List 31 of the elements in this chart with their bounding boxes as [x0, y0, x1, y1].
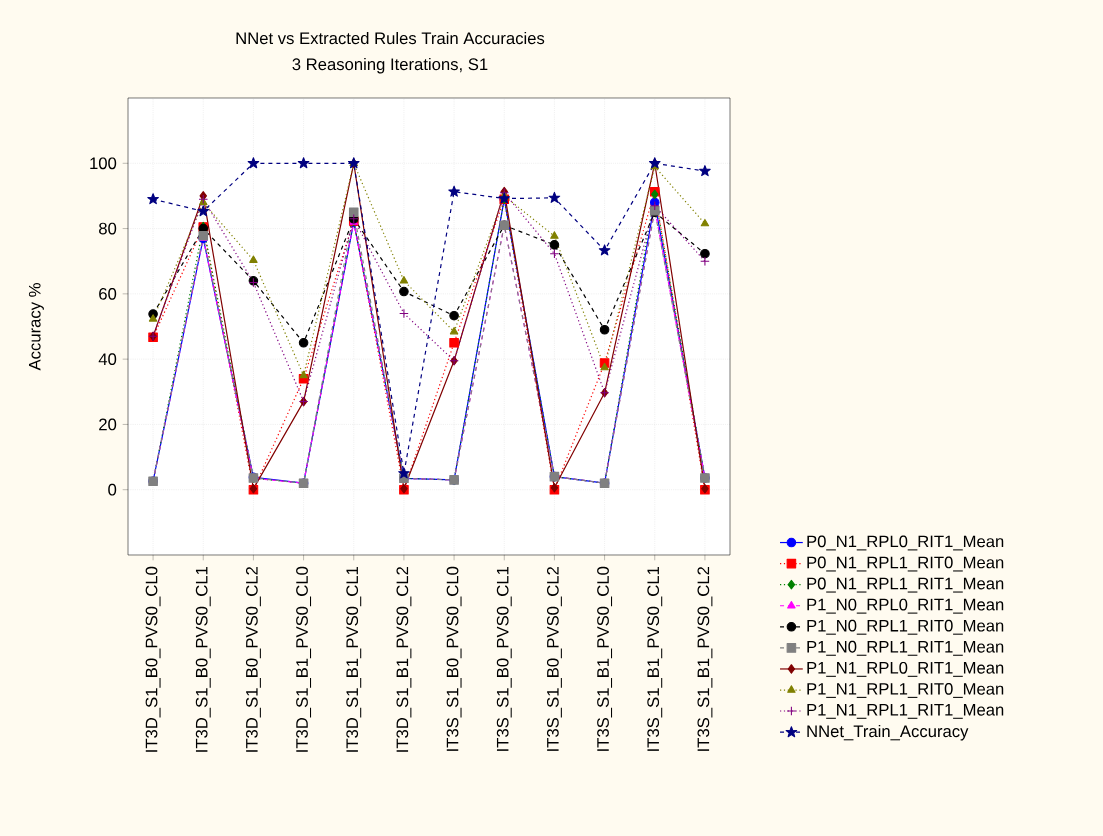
x-tick-label: IT3D_S1_B1_PVS0_CL2 [396, 567, 412, 752]
legend-label: P1_N1_RPL1_RIT0_Mean [807, 682, 1004, 698]
x-tick-label: IT3D_S1_B0_PVS0_CL0 [145, 566, 161, 752]
legend-label: P1_N0_RPL1_RIT0_Mean [807, 619, 1004, 635]
legend-label: P0_N1_RPL1_RIT0_Mean [807, 556, 1004, 572]
x-tick-label: IT3D_S1_B0_PVS0_CL2 [245, 567, 261, 752]
x-tick-label: IT3D_S1_B0_PVS0_CL1 [195, 567, 211, 752]
legend-label: P1_N0_RPL1_RIT1_Mean [807, 640, 1004, 656]
legend-label: P0_N1_RPL1_RIT1_Mean [807, 577, 1004, 593]
x-tick-label: IT3S_S1_B0_PVS0_CL2 [546, 567, 562, 751]
y-tick-label: 20 [99, 418, 117, 431]
chart-title: NNet vs Extracted Rules Train Accuracies [236, 31, 545, 45]
chart-subtitle: 3 Reasoning Iterations, S1 [292, 57, 488, 74]
y-tick-label: 40 [98, 353, 117, 366]
x-tick-label: IT3S_S1_B1_PVS0_CL1 [647, 567, 663, 751]
legend-label: P1_N0_RPL0_RIT1_Mean [807, 598, 1004, 614]
x-tick-label: IT3S_S1_B1_PVS0_CL2 [697, 567, 713, 751]
x-tick-label: IT3S_S1_B1_PVS0_CL0 [597, 566, 613, 751]
y-tick-label: 0 [108, 483, 117, 496]
x-tick-label: IT3S_S1_B0_PVS0_CL1 [496, 567, 512, 751]
legend-label: P1_N1_RPL1_RIT1_Mean [807, 704, 1004, 719]
legend-label: P0_N1_RPL0_RIT1_Mean [807, 535, 1004, 551]
x-tick-label: IT3D_S1_B1_PVS0_CL0 [296, 566, 312, 752]
x-tick-label: IT3S_S1_B0_PVS0_CL0 [446, 566, 462, 751]
x-tick-label: IT3D_S1_B1_PVS0_CL1 [346, 567, 362, 752]
y-tick-label: 100 [90, 157, 117, 170]
legend-label: NNet_Train_Accuracy [807, 724, 969, 741]
y-axis-title: Accuracy % [28, 283, 44, 371]
legend-label: P1_N1_RPL0_RIT1_Mean [807, 661, 1004, 677]
y-tick-label: 60 [99, 287, 117, 300]
y-tick-label: 80 [99, 222, 117, 235]
